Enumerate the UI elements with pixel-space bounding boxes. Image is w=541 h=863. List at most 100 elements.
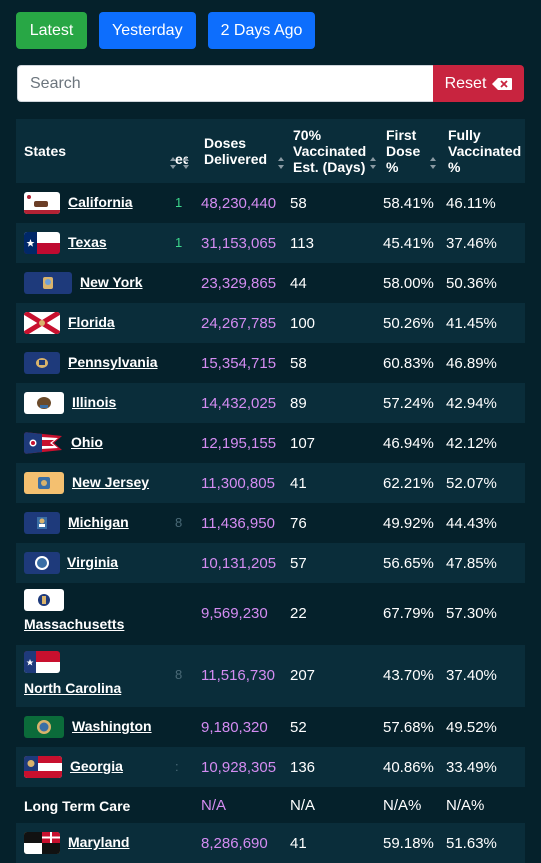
header-est-line1[interactable]: 70%	[293, 127, 322, 143]
search-bar: Reset	[17, 65, 524, 102]
est-days-cell: 41	[290, 835, 307, 852]
header-first-line1[interactable]: First	[386, 127, 417, 143]
est-days-cell: N/A	[290, 797, 316, 814]
michigan-flag-icon	[24, 512, 60, 534]
fully-vaccinated-cell: 47.85%	[446, 555, 497, 572]
fully-vaccinated-cell: 57.30%	[446, 605, 497, 622]
new-jersey-flag-icon	[24, 472, 64, 494]
est-days-cell: 89	[290, 395, 307, 412]
clipped-cell: 8	[175, 667, 183, 682]
fully-vaccinated-cell: 37.46%	[446, 235, 497, 252]
header-first-line3[interactable]: %	[386, 159, 399, 175]
doses-cell: 31,153,065	[201, 235, 277, 252]
table-row: Georgia : 10,928,305 136 40.86% 33.49%	[16, 747, 525, 787]
table-row: Virginia 10,131,205 57 56.65% 47.85%	[16, 543, 525, 583]
doses-cell: 8,286,690	[201, 835, 268, 852]
clipped-cell: :	[175, 759, 179, 774]
header-first-line2[interactable]: Dose	[386, 143, 421, 159]
reset-button[interactable]: Reset	[433, 65, 524, 102]
header-fully-line1[interactable]: Fully	[448, 127, 481, 143]
fully-vaccinated-cell: 46.11%	[446, 195, 496, 212]
doses-cell: 24,267,785	[201, 315, 277, 332]
state-link[interactable]: Illinois	[72, 394, 117, 410]
first-dose-cell: N/A%	[383, 797, 422, 814]
est-days-cell: 44	[290, 275, 307, 292]
first-dose-cell: 57.68%	[383, 719, 434, 736]
header-est-line3[interactable]: Est. (Days)	[293, 159, 366, 175]
sort-icon[interactable]	[170, 157, 177, 169]
illinois-flag-icon	[24, 392, 64, 414]
state-link[interactable]: Pennsylvania	[68, 354, 158, 370]
new-york-flag-icon	[24, 272, 72, 294]
header-doses-line1[interactable]: Doses	[204, 135, 247, 151]
doses-cell: 11,300,805	[201, 475, 275, 492]
header-fully-line3[interactable]: %	[448, 159, 461, 175]
fully-vaccinated-cell: 41.45%	[446, 315, 497, 332]
est-days-cell: 107	[290, 435, 316, 452]
doses-cell: 14,432,025	[201, 395, 277, 412]
first-dose-cell: 62.21%	[383, 475, 434, 492]
table-row: Massachusetts 9,569,230 22 67.79% 57.30%	[16, 583, 525, 645]
state-link[interactable]: Maryland	[68, 834, 130, 850]
state-link[interactable]: Virginia	[67, 554, 119, 570]
fully-vaccinated-cell: 46.89%	[446, 355, 497, 372]
doses-cell: 23,329,865	[201, 275, 277, 292]
state-link[interactable]: Ohio	[71, 434, 103, 450]
search-input[interactable]	[17, 65, 433, 102]
state-link[interactable]: Georgia	[70, 758, 123, 774]
header-clipped[interactable]: ed	[175, 151, 188, 167]
fully-vaccinated-cell: 37.40%	[446, 667, 497, 684]
first-dose-cell: 40.86%	[383, 759, 434, 776]
est-days-cell: 100	[290, 315, 316, 332]
table-row: North Carolina 8 11,516,730 207 43.70% 3…	[16, 645, 525, 707]
fully-vaccinated-cell: 49.52%	[446, 719, 497, 736]
table-row: California 1 48,230,440 58 58.41% 46.11%	[16, 183, 525, 223]
vaccination-table: States ed Doses Delivered 70% Vaccinated…	[16, 119, 525, 863]
doses-cell: 48,230,440	[201, 195, 277, 212]
sort-icon[interactable]	[370, 157, 377, 169]
latest-button[interactable]: Latest	[16, 12, 87, 49]
yesterday-button[interactable]: Yesterday	[99, 12, 196, 49]
state-link[interactable]: New Jersey	[72, 474, 150, 490]
state-link[interactable]: Texas	[68, 234, 107, 250]
sort-icon[interactable]	[278, 157, 285, 169]
fully-vaccinated-cell: 44.43%	[446, 515, 497, 532]
state-link[interactable]: Massachusetts	[24, 616, 125, 632]
virginia-flag-icon	[24, 552, 60, 574]
california-flag-icon	[24, 192, 60, 214]
sort-icon[interactable]	[183, 157, 190, 169]
state-link[interactable]: Long Term Care	[24, 798, 131, 814]
fully-vaccinated-cell: 42.94%	[446, 395, 497, 412]
washington-flag-icon	[24, 716, 64, 738]
sort-icon[interactable]	[430, 157, 437, 169]
state-link[interactable]: California	[68, 194, 133, 210]
table-row: Maryland 8,286,690 41 59.18% 51.63%	[16, 823, 525, 863]
doses-cell: 10,928,305	[201, 759, 277, 776]
table-row: Long Term Care N/A N/A N/A% N/A%	[16, 787, 525, 823]
header-est-line2[interactable]: Vaccinated	[293, 143, 367, 159]
state-link[interactable]: Michigan	[68, 514, 129, 530]
header-fully-line2[interactable]: Vaccinated	[448, 143, 522, 159]
table-row: New Jersey 11,300,805 41 62.21% 52.07%	[16, 463, 525, 503]
first-dose-cell: 58.00%	[383, 275, 434, 292]
doses-cell: 12,195,155	[201, 435, 277, 452]
two-days-ago-button[interactable]: 2 Days Ago	[207, 12, 316, 49]
reset-label: Reset	[444, 74, 487, 92]
first-dose-cell: 59.18%	[383, 835, 434, 852]
fully-vaccinated-cell: 51.63%	[446, 835, 497, 852]
fully-vaccinated-cell: 33.49%	[446, 759, 497, 776]
first-dose-cell: 50.26%	[383, 315, 434, 332]
header-doses-line2[interactable]: Delivered	[204, 151, 268, 167]
state-link[interactable]: Florida	[68, 314, 115, 330]
fully-vaccinated-cell: N/A%	[446, 797, 485, 814]
massachusetts-flag-icon	[24, 589, 64, 611]
table-row: Illinois 14,432,025 89 57.24% 42.94%	[16, 383, 525, 423]
doses-cell: 9,180,320	[201, 719, 268, 736]
fully-vaccinated-cell: 52.07%	[446, 475, 497, 492]
header-states[interactable]: States	[24, 143, 67, 159]
state-link[interactable]: North Carolina	[24, 680, 122, 696]
table-row: Florida 24,267,785 100 50.26% 41.45%	[16, 303, 525, 343]
florida-flag-icon	[24, 312, 60, 334]
state-link[interactable]: Washington	[72, 718, 152, 734]
state-link[interactable]: New York	[80, 274, 143, 290]
